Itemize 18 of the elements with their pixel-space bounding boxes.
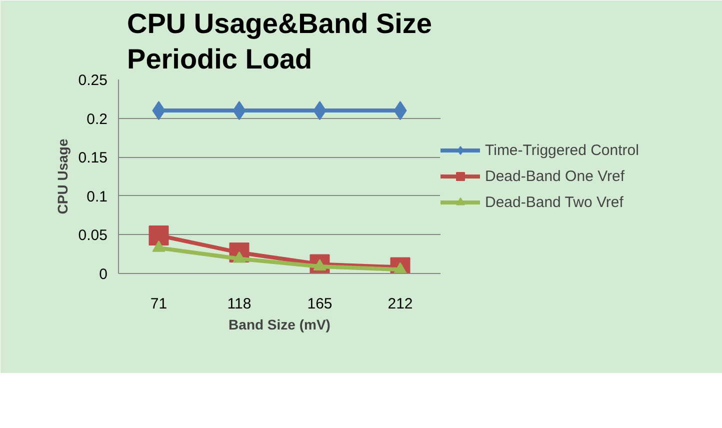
y-tick-label: 0.05 [78, 227, 108, 244]
y-tick-label: 0.2 [86, 110, 108, 128]
x-tick-label: 71 [150, 296, 168, 312]
x-tick-label: 118 [227, 296, 252, 312]
point [152, 240, 166, 252]
legend-label: Dead-Band Two Vref [485, 194, 624, 210]
x-tick-label: 212 [388, 296, 413, 312]
y-axis-title: CPU Usage [54, 138, 70, 214]
y-tick-label: 0.15 [78, 150, 108, 167]
legend-label: Dead-Band One Vref [485, 168, 625, 184]
y-tick-label: 0.1 [86, 188, 108, 206]
point [148, 225, 169, 246]
y-tick-label: 0.25 [78, 72, 108, 89]
x-axis-title: Band Size (mV) [228, 316, 330, 332]
chart-title: CPU Usage&Band Size Periodic Load [127, 8, 432, 74]
legend-label: Time-Triggered Control [485, 142, 639, 158]
x-tick-label: 165 [307, 296, 332, 312]
y-tick-label: 0 [99, 266, 108, 283]
